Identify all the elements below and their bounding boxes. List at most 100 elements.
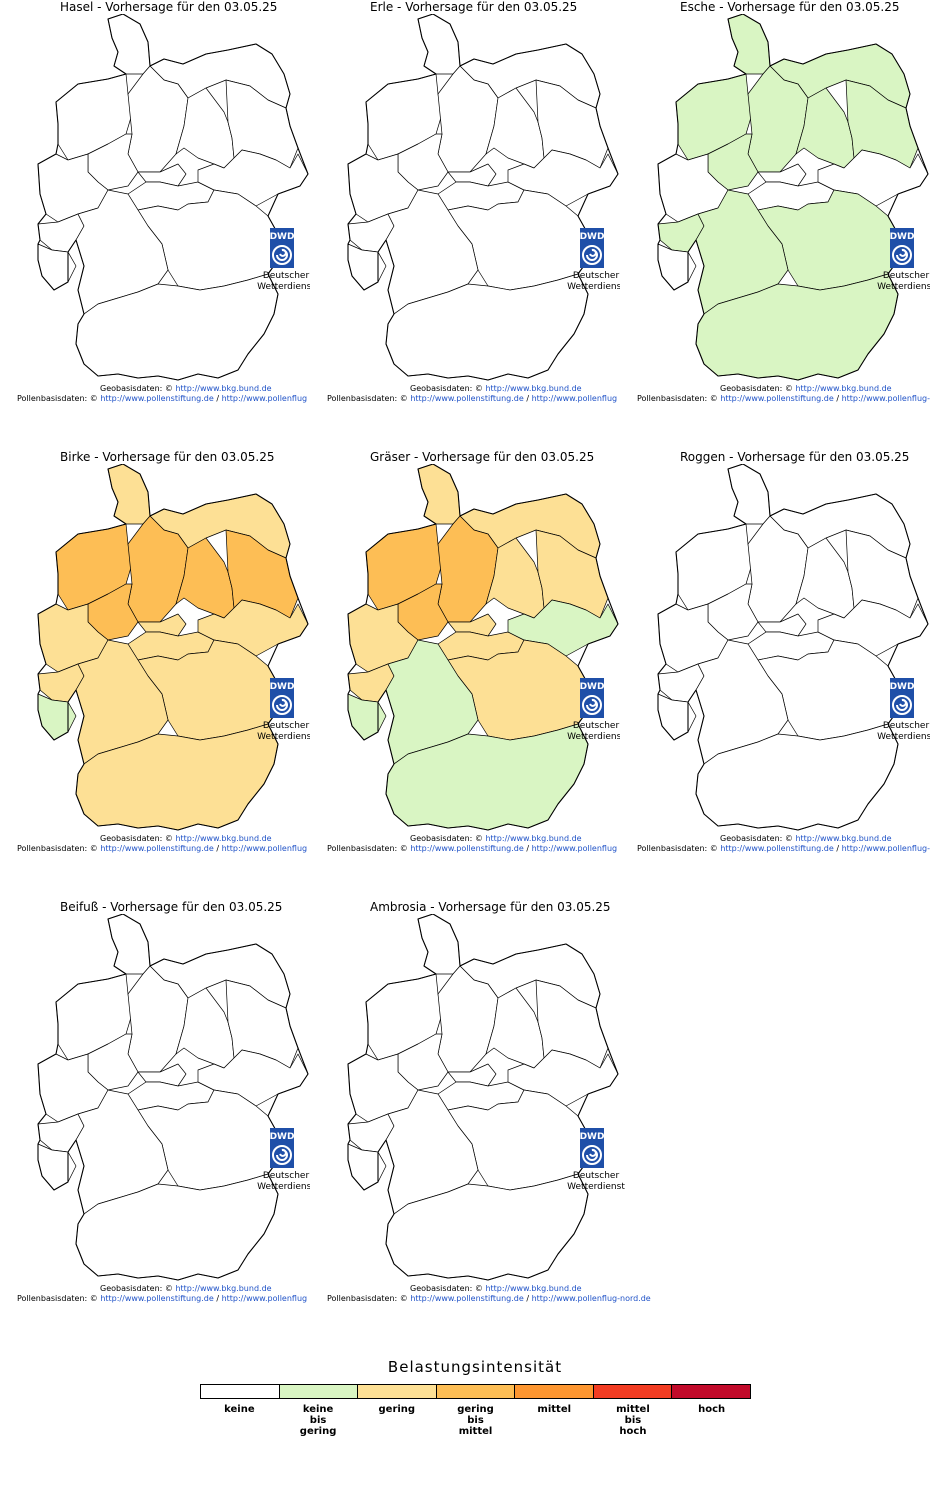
pollen-credit-label: Pollenbasisdaten: © — [327, 1294, 411, 1303]
pollen-credit-label: Pollenbasisdaten: © — [17, 394, 101, 403]
pollen-credit-separator: / — [523, 1294, 532, 1303]
germany-map — [37, 14, 309, 381]
geo-credit-link[interactable]: http://www.bkg.bund.de — [485, 1284, 582, 1293]
pollen-credit-link-pollenflug[interactable]: http://www.pollenflug — [221, 394, 308, 403]
dwd-name-line1: Deutscher — [262, 721, 310, 731]
dwd-name-line2: Wetterdienst — [257, 282, 310, 292]
map-region-r10 — [37, 693, 77, 741]
pollen-credit-link-stiftung[interactable]: http://www.pollenstiftung.de — [100, 1294, 214, 1303]
germany-map — [657, 464, 929, 831]
dwd-logo-abbr: DWD — [580, 232, 604, 242]
legend-label: gering bis mittel — [457, 1404, 494, 1437]
legend-swatch — [358, 1385, 437, 1398]
dwd-name-line1: Deutscher — [572, 271, 620, 281]
dwd-logo-icon: DWD — [580, 228, 604, 268]
dwd-logo-abbr: DWD — [890, 232, 914, 242]
dwd-name-line2: Wetterdienst — [567, 732, 620, 742]
dwd-name: Deutscher Wetterdienst — [868, 271, 930, 293]
geo-credit-label: Geobasisdaten: © — [410, 384, 486, 393]
legend-title: Belastungsintensität — [387, 1358, 563, 1376]
dwd-logo-abbr: DWD — [270, 682, 294, 692]
geo-credit-label: Geobasisdaten: © — [100, 384, 176, 393]
dwd-logo-abbr: DWD — [580, 1132, 604, 1142]
dwd-logo-icon: DWD — [580, 1128, 604, 1168]
forecast-panel: Birke - Vorhersage für den 03.05.25 DWD De… — [0, 450, 310, 900]
panel-title: Esche - Vorhersage für den 03.05.25 — [680, 0, 900, 14]
pollen-credit: Pollenbasisdaten: © http://www.pollensti… — [327, 844, 620, 853]
pollen-credit-link-pollenflug[interactable]: http://www.pollenflug — [221, 1294, 308, 1303]
germany-map — [37, 914, 309, 1281]
geo-credit-link[interactable]: http://www.bkg.bund.de — [175, 384, 272, 393]
dwd-logo-icon: DWD — [270, 228, 294, 268]
pollen-credit-link-stiftung[interactable]: http://www.pollenstiftung.de — [410, 844, 524, 853]
panel-title: Beifuß - Vorhersage für den 03.05.25 — [60, 900, 283, 914]
geo-credit-label: Geobasisdaten: © — [720, 834, 796, 843]
geo-credit: Geobasisdaten: © http://www.bkg.bund.de — [410, 834, 582, 843]
pollen-credit: Pollenbasisdaten: © http://www.pollensti… — [17, 1294, 310, 1303]
geo-credit-label: Geobasisdaten: © — [100, 1284, 176, 1293]
legend-swatch — [593, 1385, 673, 1398]
pollen-credit-link-pollenflug[interactable]: http://www.pollenflug-nord — [841, 844, 930, 853]
dwd-name-line2: Wetterdienst — [567, 1182, 625, 1192]
pollen-credit-link-stiftung[interactable]: http://www.pollenstiftung.de — [720, 394, 834, 403]
pollen-credit-separator: / — [833, 844, 842, 853]
panel-title: Birke - Vorhersage für den 03.05.25 — [60, 450, 275, 464]
legend-label: mittel — [537, 1404, 572, 1415]
dwd-name-line2: Wetterdienst — [257, 732, 310, 742]
pollen-credit-link-stiftung[interactable]: http://www.pollenstiftung.de — [410, 1294, 524, 1303]
dwd-logo-abbr: DWD — [270, 1132, 294, 1142]
map-region-r10 — [657, 243, 697, 291]
geo-credit-link[interactable]: http://www.bkg.bund.de — [795, 384, 892, 393]
geo-credit-label: Geobasisdaten: © — [720, 384, 796, 393]
dwd-name-line2: Wetterdienst — [567, 282, 620, 292]
germany-map — [347, 14, 619, 381]
pollen-credit-link-pollenflug[interactable]: http://www.pollenflug — [221, 844, 308, 853]
geo-credit-link[interactable]: http://www.bkg.bund.de — [485, 834, 582, 843]
forecast-panel: Roggen - Vorhersage für den 03.05.25 DWD D… — [620, 450, 930, 900]
pollen-credit-link-pollenflug[interactable]: http://www.pollenflug — [531, 844, 618, 853]
legend-color-scale — [200, 1384, 751, 1399]
pollen-credit-link-pollenflug[interactable]: http://www.pollenflug — [531, 394, 618, 403]
geo-credit: Geobasisdaten: © http://www.bkg.bund.de — [410, 384, 582, 393]
pollen-credit-separator: / — [523, 394, 532, 403]
legend-swatch — [279, 1385, 359, 1398]
pollen-credit: Pollenbasisdaten: © http://www.pollensti… — [327, 394, 620, 403]
pollen-credit-label: Pollenbasisdaten: © — [637, 844, 721, 853]
dwd-logo-icon: DWD — [580, 678, 604, 718]
pollen-credit-link-stiftung[interactable]: http://www.pollenstiftung.de — [100, 394, 214, 403]
country-outline — [37, 14, 309, 381]
country-outline — [37, 464, 309, 831]
germany-map — [37, 464, 309, 831]
pollen-credit-link-stiftung[interactable]: http://www.pollenstiftung.de — [100, 844, 214, 853]
geo-credit-link[interactable]: http://www.bkg.bund.de — [795, 834, 892, 843]
dwd-logo-icon: DWD — [890, 678, 914, 718]
geo-credit-link[interactable]: http://www.bkg.bund.de — [175, 834, 272, 843]
pollen-credit-link-stiftung[interactable]: http://www.pollenstiftung.de — [410, 394, 524, 403]
forecast-panel: Beifuß - Vorhersage für den 03.05.25 DWD D… — [0, 900, 310, 1350]
country-outline — [347, 464, 619, 831]
geo-credit-link[interactable]: http://www.bkg.bund.de — [485, 384, 582, 393]
pollen-credit-label: Pollenbasisdaten: © — [327, 394, 411, 403]
geo-credit-link[interactable]: http://www.bkg.bund.de — [175, 1284, 272, 1293]
country-outline — [657, 14, 929, 381]
dwd-name: Deutscher Wetterdienst — [558, 721, 620, 743]
legend-label: gering — [378, 1404, 416, 1415]
country-outline — [657, 464, 929, 831]
dwd-name-line2: Wetterdienst — [877, 732, 930, 742]
pollen-credit-link-pollenflug[interactable]: http://www.pollenflug-nord.de — [531, 1294, 651, 1303]
forecast-panel: Gräser - Vorhersage für den 03.05.25 DWD D… — [310, 450, 620, 900]
geo-credit: Geobasisdaten: © http://www.bkg.bund.de — [100, 834, 272, 843]
pollen-credit-link-stiftung[interactable]: http://www.pollenstiftung.de — [720, 844, 834, 853]
panel-title: Gräser - Vorhersage für den 03.05.25 — [370, 450, 595, 464]
map-region-r10 — [347, 243, 387, 291]
legend-label: hoch — [698, 1404, 726, 1415]
pollen-credit-label: Pollenbasisdaten: © — [17, 1294, 101, 1303]
dwd-name: Deutscher Wetterdienst — [248, 1171, 310, 1193]
panel-title: Roggen - Vorhersage für den 03.05.25 — [680, 450, 910, 464]
dwd-logo-abbr: DWD — [270, 232, 294, 242]
pollen-credit-link-pollenflug[interactable]: http://www.pollenflug-nord — [841, 394, 930, 403]
pollen-credit-label: Pollenbasisdaten: © — [637, 394, 721, 403]
dwd-logo-icon: DWD — [270, 1128, 294, 1168]
pollen-credit-separator: / — [213, 394, 222, 403]
germany-map — [657, 14, 929, 381]
